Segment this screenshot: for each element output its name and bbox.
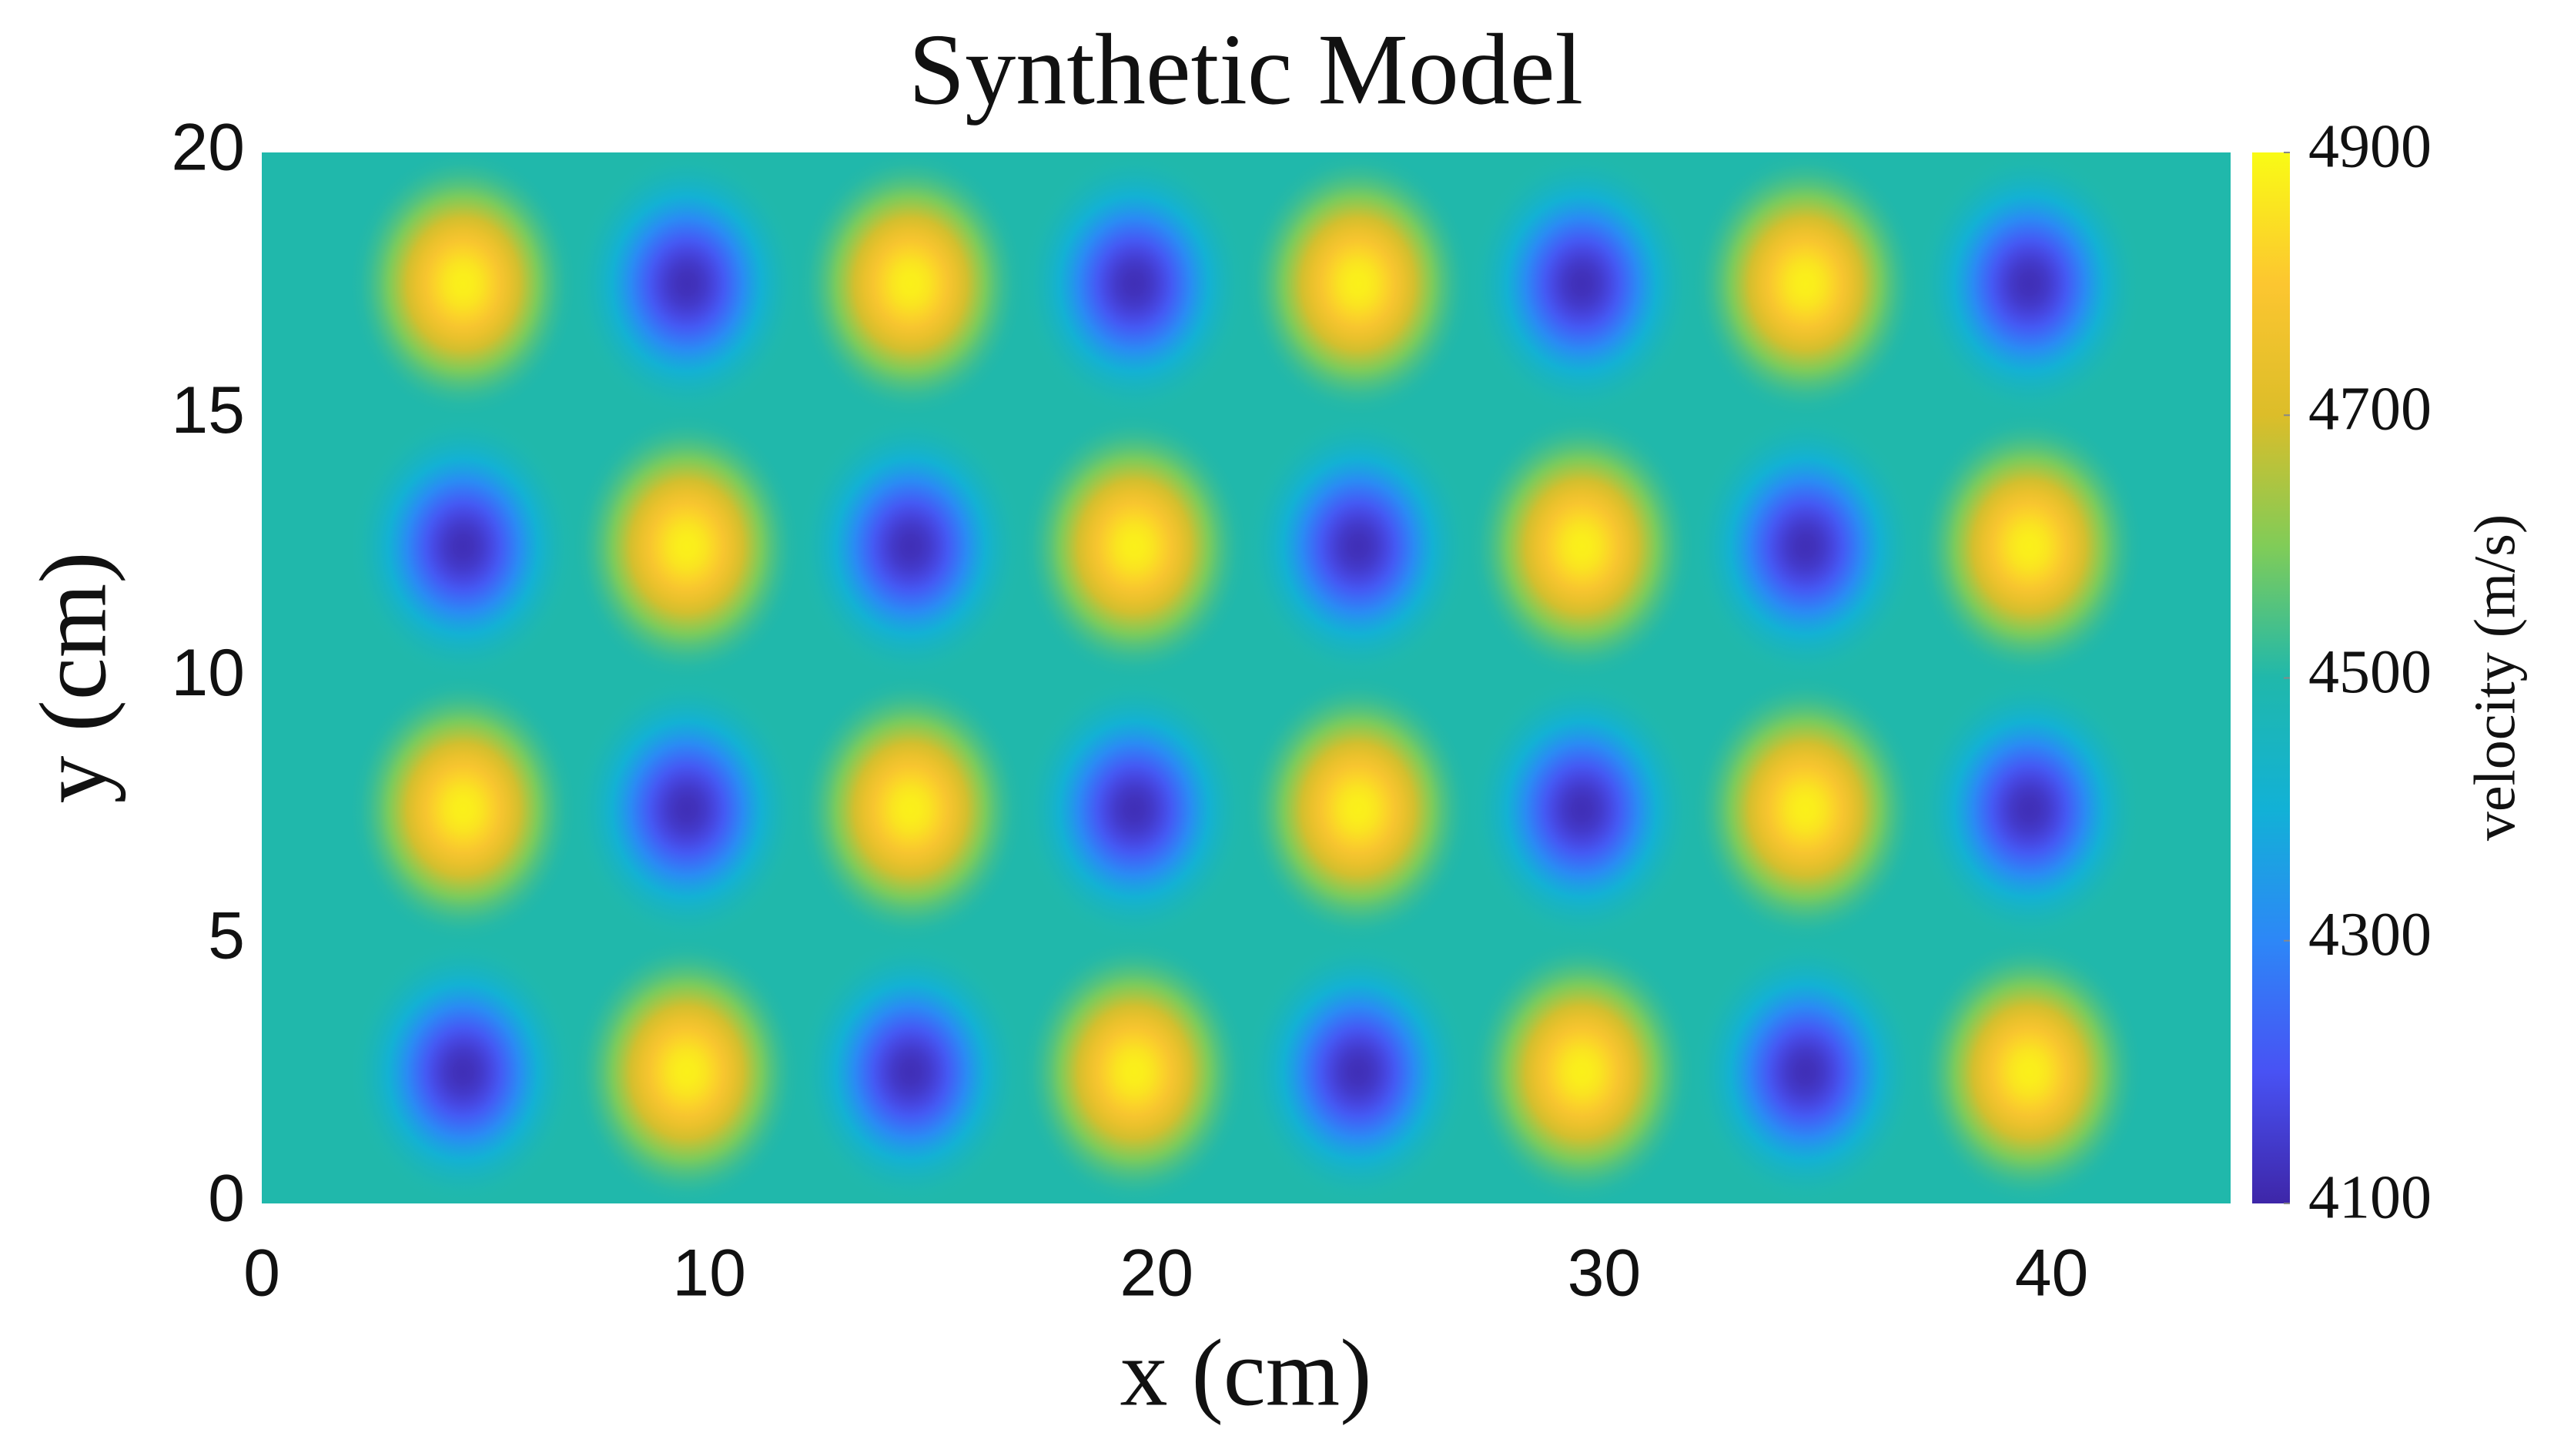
heatmap-cell	[1917, 415, 2141, 678]
colorbar-tick-label: 4300	[2308, 901, 2432, 969]
x-tick-label: 0	[243, 1237, 280, 1310]
colorbar	[2252, 152, 2290, 1203]
heatmap-cell	[1693, 152, 1918, 416]
heatmap-cell	[1246, 678, 1471, 941]
heatmap-cell	[1693, 940, 1918, 1203]
y-axis-label: y (cm)	[20, 551, 126, 803]
heatmap-cell	[574, 940, 799, 1203]
y-tick-label: 0	[208, 1162, 245, 1236]
colorbar-label: velocity (m/s)	[2462, 514, 2527, 841]
heatmap-cell	[798, 415, 1023, 678]
heatmap-cell	[1470, 940, 1694, 1203]
heatmap-cell	[1693, 415, 1918, 678]
heatmap-cell	[574, 152, 799, 416]
heatmap-cell	[798, 940, 1023, 1203]
heatmap-cell	[1470, 152, 1694, 416]
y-tick-label: 20	[171, 111, 245, 185]
chart-title: Synthetic Model	[909, 12, 1583, 126]
heatmap-cell	[351, 940, 575, 1203]
x-tick-label: 40	[2015, 1237, 2089, 1310]
heatmap-cell	[1022, 940, 1247, 1203]
heatmap-cell	[1470, 678, 1694, 941]
heatmap-cell	[351, 678, 575, 941]
heatmap-cell	[351, 152, 575, 416]
x-axis-label: x (cm)	[1120, 1320, 1371, 1425]
heatmap-cell	[1917, 940, 2141, 1203]
colorbar-tick-label: 4700	[2308, 376, 2432, 443]
y-tick-label: 10	[171, 636, 245, 710]
colorbar-tick-label: 4100	[2308, 1163, 2432, 1231]
y-tick-label: 5	[208, 899, 245, 972]
colorbar-tick-label: 4500	[2308, 638, 2432, 706]
heatmap-cell	[1246, 940, 1471, 1203]
heatmap-cell	[574, 678, 799, 941]
colorbar-tick-label: 4900	[2308, 112, 2432, 180]
heatmap-cell	[1917, 152, 2141, 416]
heatmap-cell	[798, 152, 1023, 416]
heatmap-cell	[1246, 415, 1471, 678]
heatmap-cell	[1022, 415, 1247, 678]
heatmap-cell	[1917, 678, 2141, 941]
x-tick-label: 30	[1568, 1237, 1642, 1310]
heatmap-cell	[351, 415, 575, 678]
heatmap-cell	[1693, 678, 1918, 941]
y-tick-label: 15	[171, 373, 245, 447]
heatmap-cell	[1022, 152, 1247, 416]
x-tick-label: 10	[672, 1237, 746, 1310]
heatmap-cell	[1022, 678, 1247, 941]
x-tick-label: 20	[1120, 1237, 1193, 1310]
heatmap-cell	[1470, 415, 1694, 678]
heatmap-cell	[574, 415, 799, 678]
heatmap-cell	[798, 678, 1023, 941]
heatmap-cell	[1246, 152, 1471, 416]
